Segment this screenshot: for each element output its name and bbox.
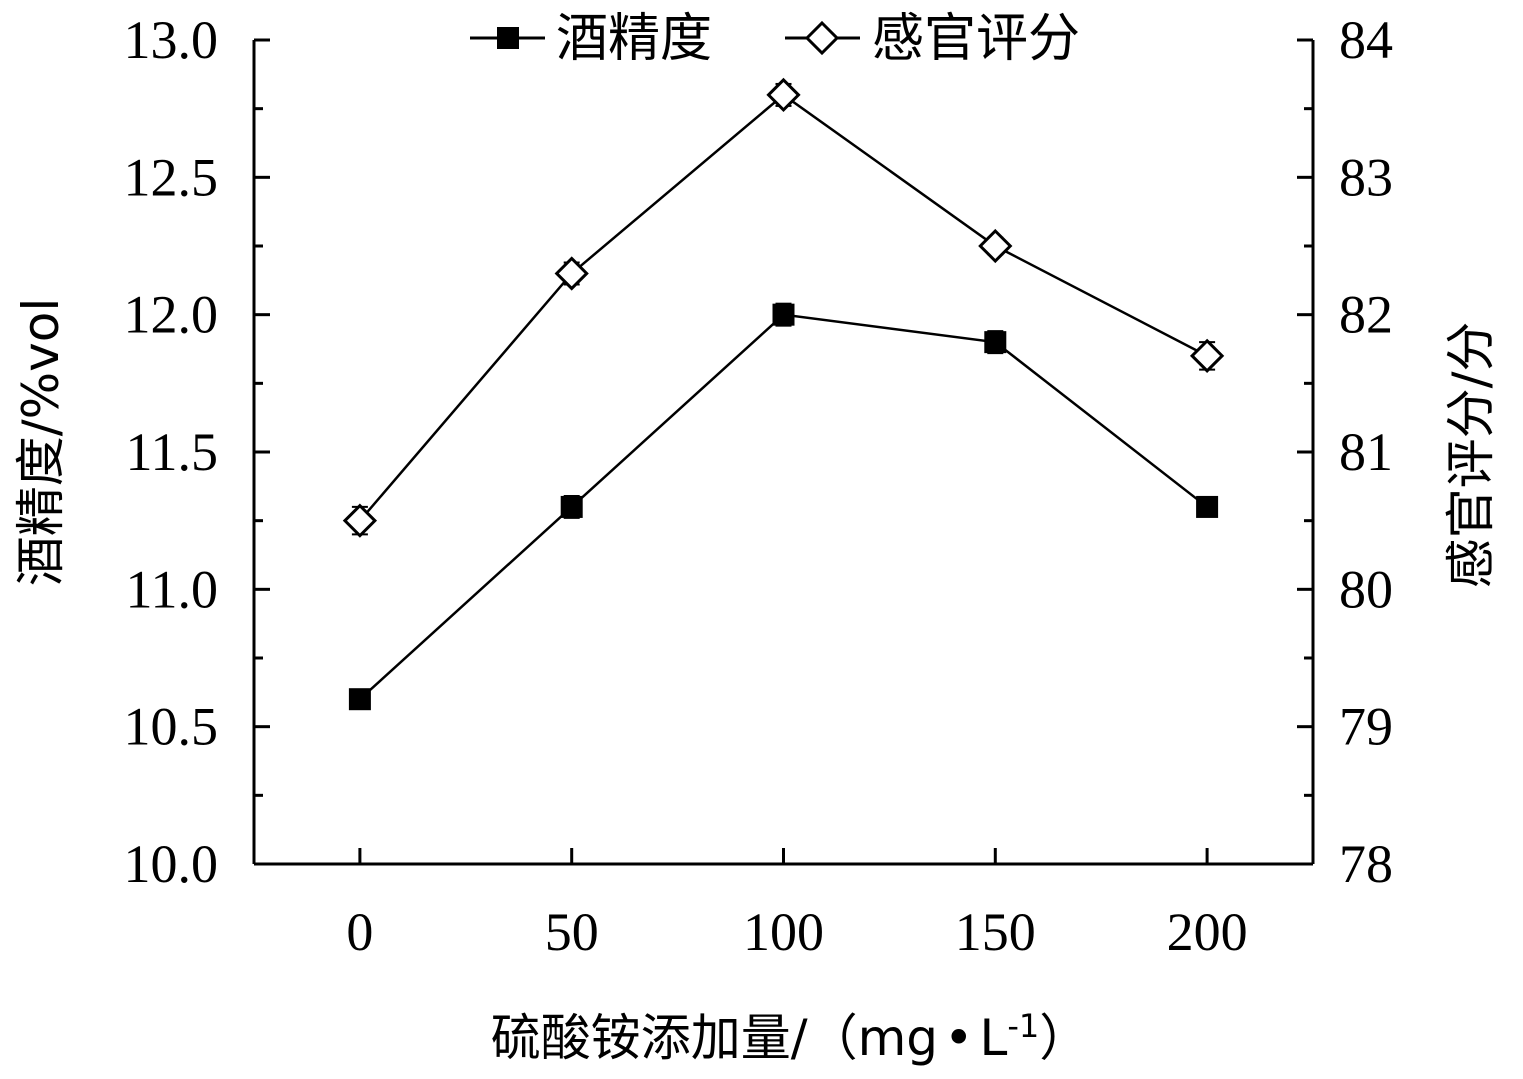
- series-sensory: [342, 77, 1225, 538]
- series-layer: [342, 77, 1225, 711]
- x-axis-title-main: 硫酸铵添加量/（mg: [491, 1009, 938, 1067]
- data-point: [560, 495, 583, 518]
- x-axis-title-close: ）: [1039, 1009, 1089, 1067]
- x-tick-label: 100: [743, 902, 824, 962]
- x-tick-label: 200: [1167, 902, 1248, 962]
- series-alcohol: [348, 302, 1219, 711]
- data-point: [348, 688, 371, 711]
- y-left-tick-label: 13.0: [124, 10, 219, 70]
- y-left-tick-label: 11.5: [126, 422, 219, 482]
- axes-frame: [252, 40, 1315, 866]
- x-axis-title-dot: •: [944, 1009, 974, 1067]
- y-right-axis-title: 感官评分/分: [1442, 322, 1500, 589]
- y-right-tick-label: 78: [1339, 834, 1393, 894]
- data-point: [978, 228, 1013, 264]
- y-right-tick-label: 81: [1339, 422, 1393, 482]
- data-point: [1196, 495, 1219, 518]
- y-right-tick-label: 82: [1339, 285, 1393, 345]
- x-axis-title-superscript: -1: [1007, 1007, 1039, 1045]
- legend-label-alcohol: 酒精度: [556, 9, 712, 69]
- data-point: [554, 256, 589, 291]
- data-point: [1189, 338, 1225, 373]
- y-left-tick-label: 10.5: [124, 697, 219, 757]
- y-right-tick-label: 79: [1339, 697, 1393, 757]
- data-point: [772, 303, 795, 326]
- x-tick-label: 150: [955, 902, 1036, 962]
- y-left-tick-label: 10.0: [124, 834, 219, 894]
- x-tick-label: 0: [346, 902, 373, 962]
- legend-label-sensory: 感官评分: [872, 9, 1080, 69]
- legend-marker-alcohol: [497, 27, 519, 49]
- data-point: [342, 503, 378, 538]
- legend: 酒精度 感官评分: [470, 9, 1080, 69]
- data-point: [984, 331, 1007, 354]
- y-left-tick-label: 12.0: [124, 285, 219, 345]
- x-axis-title: 硫酸铵添加量/（mg • L-1）: [491, 1007, 1090, 1067]
- x-tick-label: 50: [545, 902, 599, 962]
- legend-marker-sensory: [804, 20, 840, 56]
- y-right-tick-label: 83: [1339, 147, 1393, 207]
- y-left-tick-label: 12.5: [124, 147, 219, 207]
- y-left-axis-title: 酒精度/%vol: [12, 298, 70, 586]
- y-right-tick-label: 84: [1339, 10, 1393, 70]
- x-axis-title-unit: L: [980, 1009, 1008, 1067]
- y-right-tick-label: 80: [1339, 559, 1393, 619]
- data-point: [766, 77, 801, 113]
- y-left-tick-label: 11.0: [126, 559, 219, 619]
- ticks: 10.0 10.5 11.0 11.5 12.0 12.5 13.0 78 79 80 81 82 83…: [124, 10, 1394, 962]
